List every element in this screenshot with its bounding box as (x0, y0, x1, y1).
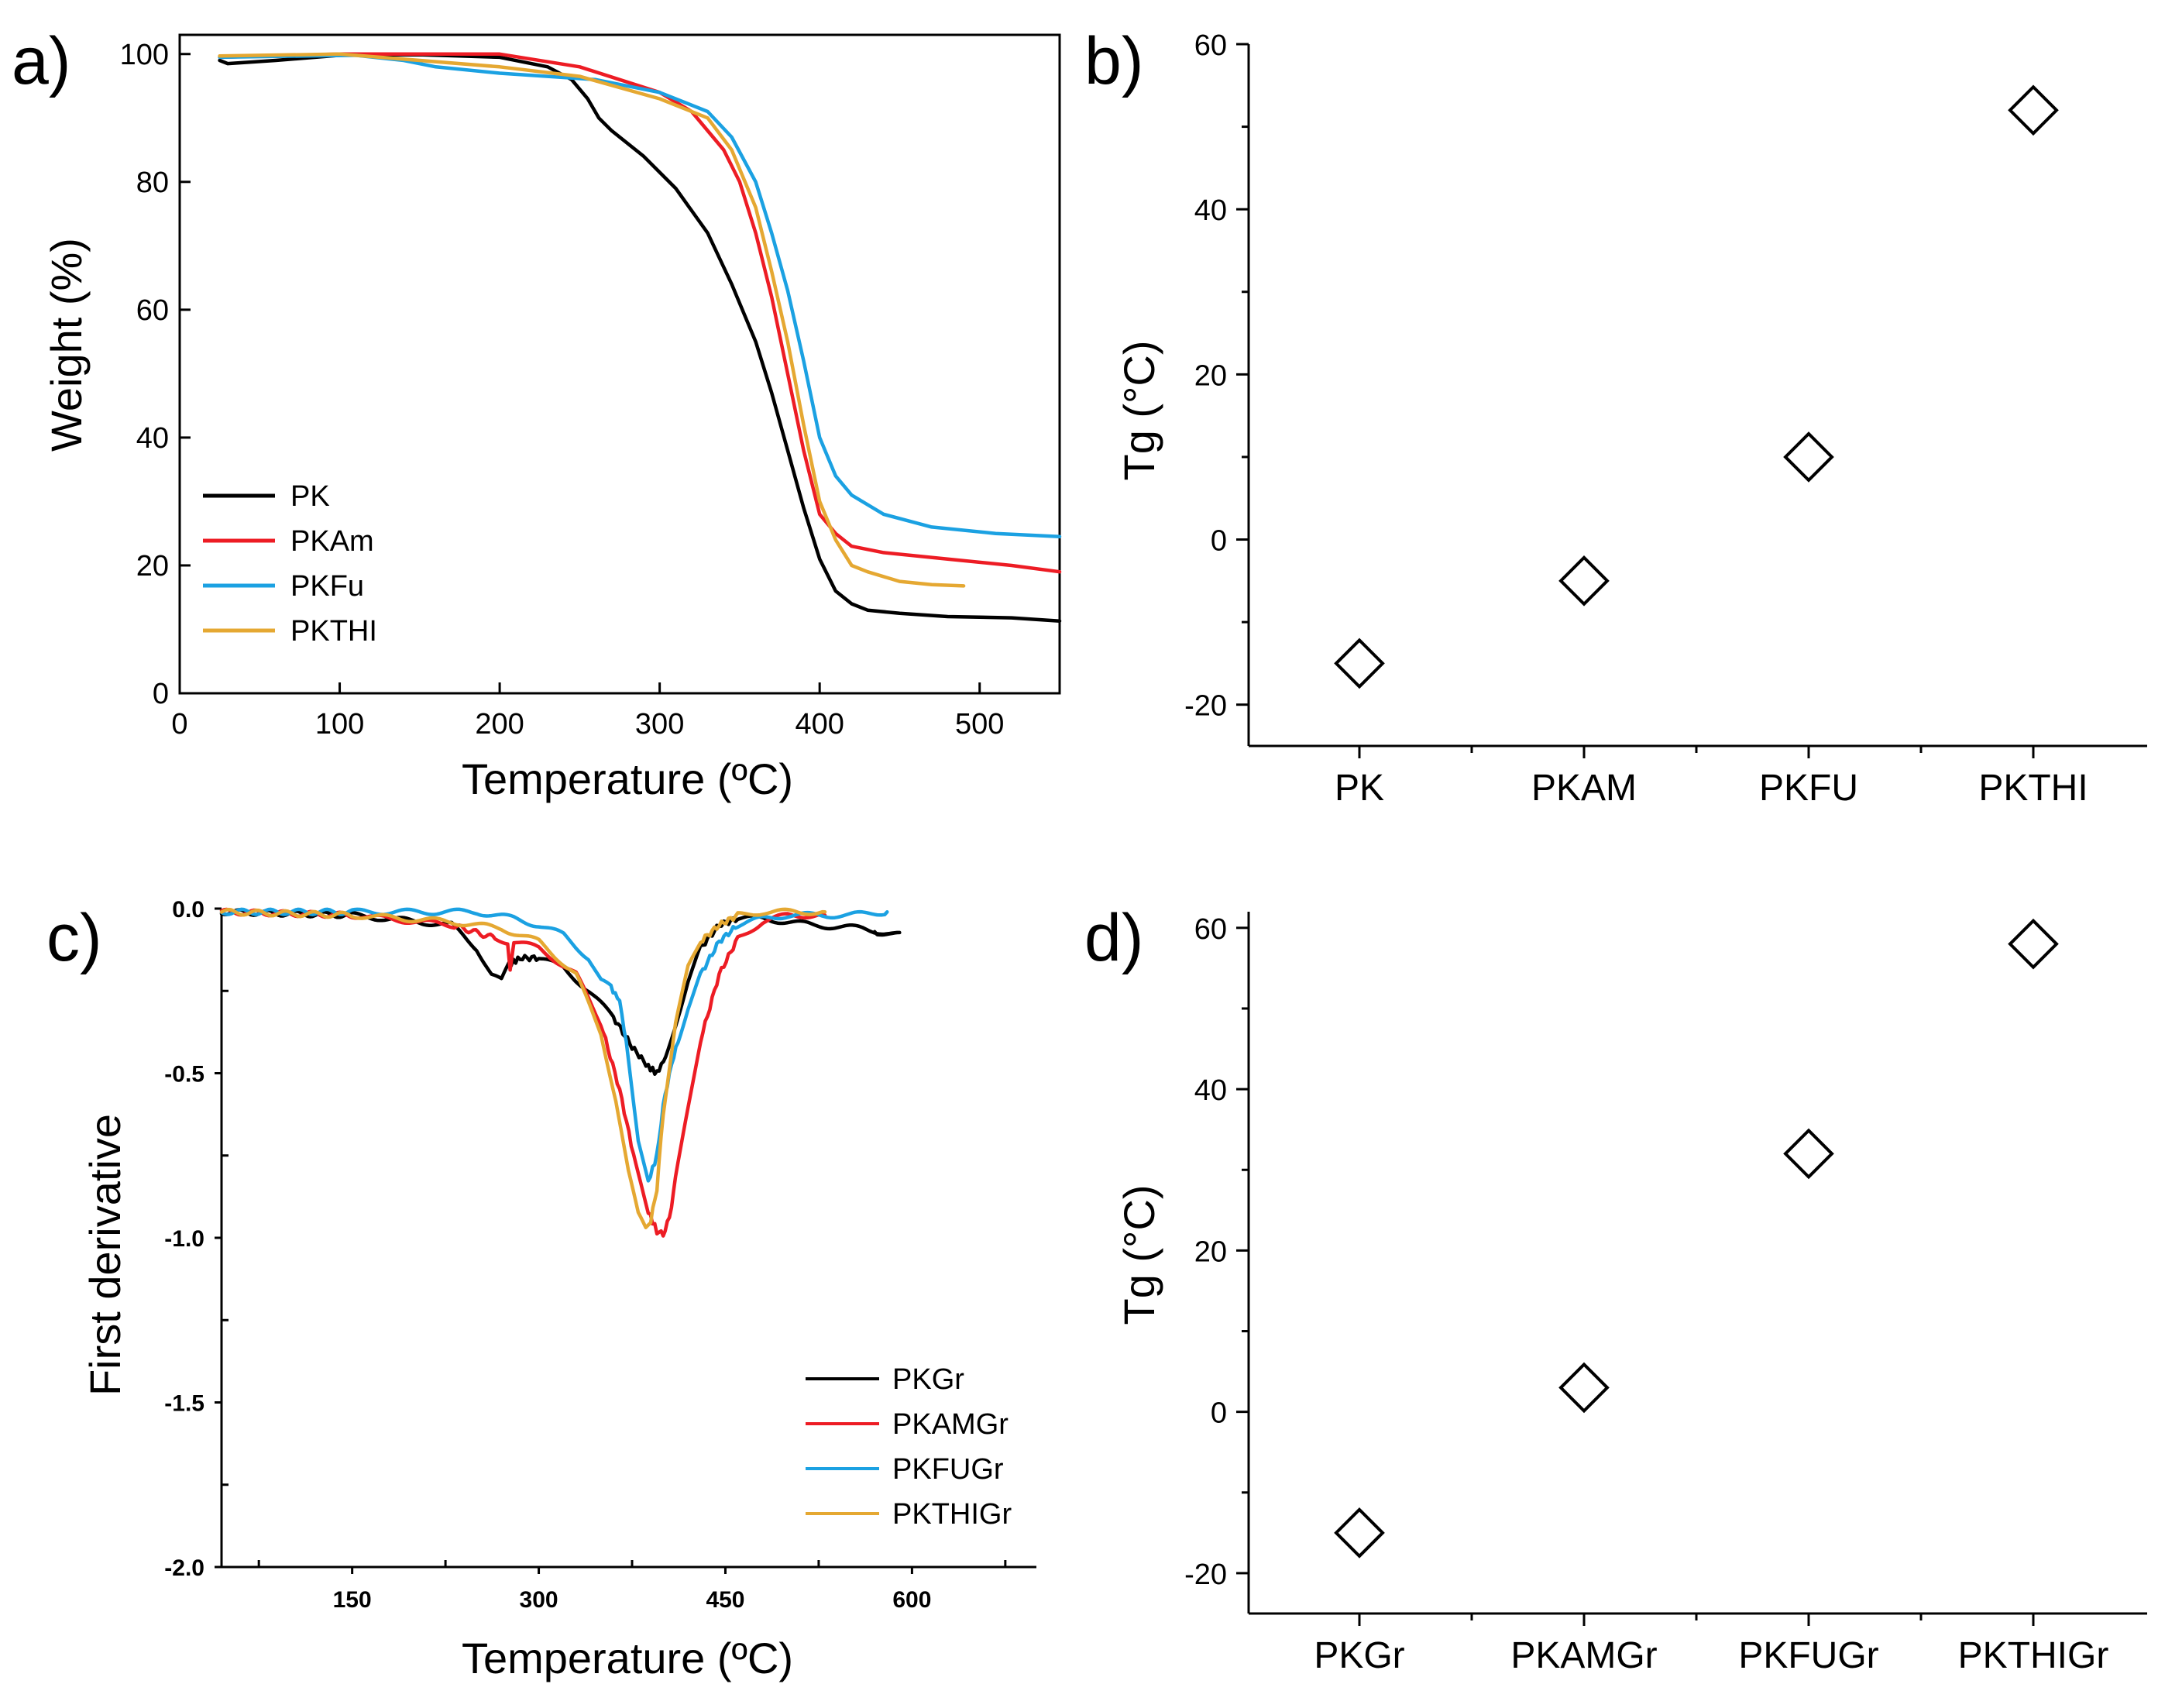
panel-c-series-line-pkfugr (219, 907, 889, 1183)
panel-a-x-tick-label: 200 (475, 708, 524, 741)
panel-d-y-tick-label: 40 (1194, 1074, 1227, 1107)
panel-a-series-line-pkam (218, 52, 1062, 574)
panel-a-series-line-pkfu (218, 53, 1062, 539)
panel-d-diamond-marker-pkgr (1334, 1507, 1385, 1559)
panel-a-legend-label-pk: PK (290, 480, 330, 513)
panel-d-tg-scatter-chart: -20 0 20 40 60 PKGr PKAMGr PKFUGr PKTHIGr (1184, 912, 2147, 1676)
panel-c-x-tick-label: 150 (333, 1587, 372, 1613)
panel-b-diamond-marker-pk (1334, 637, 1385, 689)
panel-b-diamond-marker-pkfu (1783, 431, 1834, 483)
panel-c-derivative-chart: 150 300 450 600 0.0 -0.5 -1.0 -1.5 -2.0 PKGr PKAMG… (164, 897, 1036, 1613)
panel-b-y-tick-label: 40 (1194, 194, 1227, 227)
panel-c-x-tick-label: 300 (520, 1587, 558, 1613)
panel-b-label: b) (1084, 24, 1143, 98)
panel-b-diamond-marker-pkam (1558, 555, 1610, 607)
panel-d-y-tick-label: 20 (1194, 1235, 1227, 1268)
panel-c-legend-label-pkthigr: PKTHIGr (892, 1498, 1012, 1531)
panel-c-y-tick-label: -2.0 (164, 1555, 204, 1581)
panel-b-tg-scatter-chart: -20 0 20 40 60 PK PKAM PKFU PKTHI (1184, 29, 2147, 809)
panel-d-category-label-pkthigr: PKTHIGr (1958, 1635, 2109, 1676)
panel-c-y-tick-label: -0.5 (164, 1062, 204, 1088)
panel-a-y-axis-title: Weight (%) (42, 238, 91, 452)
panel-d-y-tick-label: -20 (1184, 1559, 1227, 1591)
panel-c-y-tick-label: 0.0 (172, 897, 204, 923)
panel-b-category-label-pkthi: PKTHI (1978, 768, 2088, 809)
panel-d-y-tick-label: 0 (1211, 1397, 1227, 1430)
panel-d-y-tick-label: 60 (1194, 913, 1227, 946)
panel-b-y-tick-label: 20 (1194, 359, 1227, 392)
panel-b-y-tick-label: -20 (1184, 690, 1227, 723)
panel-b-diamond-marker-pkthi (2008, 84, 2059, 136)
panel-a-label: a) (12, 24, 70, 98)
panel-a-plot-frame (178, 33, 1061, 695)
panel-a-legend-label-pkthi: PKTHI (290, 615, 377, 648)
panel-d-category-label-pkamgr: PKAMGr (1510, 1635, 1657, 1676)
panel-d-diamond-marker-pkfugr (1783, 1128, 1834, 1180)
panel-c-x-tick-label: 450 (706, 1587, 744, 1613)
panel-b-y-axis-title: Tg (°C) (1115, 340, 1163, 480)
panel-c-y-tick-label: -1.0 (164, 1226, 204, 1252)
panel-a-y-tick-label: 0 (153, 678, 169, 710)
panel-d-diamond-marker-pkamgr (1558, 1362, 1610, 1414)
panel-a-y-tick-label: 80 (136, 167, 169, 199)
panel-c-x-tick-label: 600 (892, 1587, 931, 1613)
panel-c-series-line-pkgr (219, 908, 902, 1076)
panel-a-y-tick-label: 40 (136, 422, 169, 455)
panel-d-diamond-marker-pkthigr (2008, 918, 2059, 970)
panel-c-legend-label-pkfugr: PKFUGr (892, 1453, 1004, 1486)
panel-a-x-tick-label: 0 (171, 708, 187, 741)
panel-a-x-tick-label: 300 (635, 708, 684, 741)
panel-a-y-tick-label: 100 (120, 39, 169, 71)
panel-a-tga-weight-chart: 0 100 200 300 400 500 0 20 40 60 80 100 PK PKAm PKFu PK… (120, 33, 1062, 741)
panel-c-label: c) (46, 901, 102, 975)
panel-c-legend-label-pkamgr: PKAMGr (892, 1408, 1009, 1441)
panel-b-category-label-pkam: PKAM (1531, 768, 1637, 809)
panel-d-category-label-pkgr: PKGr (1314, 1635, 1404, 1676)
panel-d-y-axis-title: Tg (°C) (1115, 1184, 1163, 1325)
panel-c-y-tick-label: -1.5 (164, 1391, 204, 1417)
panel-a-series-line-pkthi (218, 52, 966, 588)
panel-c-series-line-pkthigr (219, 907, 827, 1229)
panel-a-x-tick-label: 100 (315, 708, 364, 741)
panel-a-legend-label-pkam: PKAm (290, 525, 374, 558)
panel-a-legend-label-pkfu: PKFu (290, 570, 364, 603)
panel-d-label: d) (1084, 901, 1143, 975)
panel-d-category-label-pkfugr: PKFUGr (1738, 1635, 1878, 1676)
panel-a-y-tick-label: 60 (136, 294, 169, 327)
panel-a-x-tick-label: 400 (795, 708, 844, 741)
panel-c-y-axis-title: First derivative (81, 1114, 129, 1396)
panel-c-x-axis-title: Temperature (ºC) (462, 1634, 793, 1682)
panel-b-y-tick-label: 0 (1211, 525, 1227, 558)
panel-b-y-tick-label: 60 (1194, 29, 1227, 62)
panel-a-x-tick-label: 500 (955, 708, 1004, 741)
panel-a-x-axis-title: Temperature (ºC) (462, 754, 793, 803)
panel-c-legend-label-pkgr: PKGr (892, 1363, 964, 1396)
panel-b-category-label-pk: PK (1335, 768, 1384, 809)
panel-a-y-tick-label: 20 (136, 550, 169, 583)
panel-b-category-label-pkfu: PKFU (1759, 768, 1858, 809)
